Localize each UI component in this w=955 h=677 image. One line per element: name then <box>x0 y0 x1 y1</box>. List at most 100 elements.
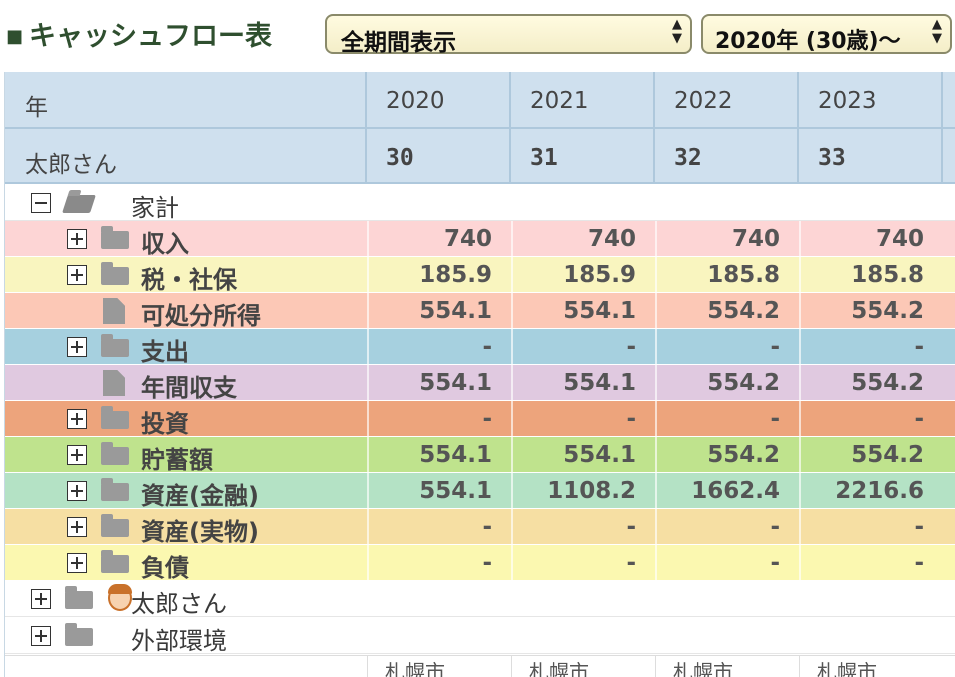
value-cell: 185.8 <box>799 257 943 292</box>
row-label-cell: 貯蓄額 <box>5 437 367 474</box>
row-label-cell: 支出 <box>5 329 367 366</box>
start-year-select-value: 2020年 (30歳)〜 <box>715 29 901 54</box>
tree-row-tax-social[interactable]: 税・社保 185.9 185.9 185.8 185.8 <box>5 257 955 294</box>
row-label-cell: 税・社保 <box>5 257 367 294</box>
document-icon <box>103 298 125 324</box>
row-label-cell: 可処分所得 <box>5 293 367 330</box>
folder-icon <box>101 478 129 501</box>
square-bullet-icon: ■ <box>6 26 24 47</box>
year-cell: 2022 <box>655 72 799 127</box>
value-cell: - <box>367 329 511 364</box>
row-label-cell: 負債 <box>5 545 367 582</box>
value-cell: 554.2 <box>799 293 943 328</box>
person-avatar-icon <box>108 584 132 611</box>
row-label: 家計 <box>131 194 179 222</box>
year-cell: 2020 <box>367 72 511 127</box>
value-cell: - <box>655 545 799 580</box>
row-label: 可処分所得 <box>141 302 261 330</box>
header: ■ キャッシュフロー表 全期間表示 ▲ ▼ 2020年 (30歳)〜 ▲ ▼ <box>0 0 955 64</box>
row-label: 貯蓄額 <box>141 446 213 474</box>
period-select[interactable]: 全期間表示 ▲ ▼ <box>325 14 692 56</box>
value-cell: 2216.6 <box>799 473 943 508</box>
expand-icon[interactable] <box>67 553 87 573</box>
footer-cell: 札幌市 <box>799 656 943 677</box>
page-title-text: キャッシュフロー表 <box>29 21 273 52</box>
value-cell: - <box>511 509 655 544</box>
footer-cell: 札幌市 <box>367 656 511 677</box>
value-cell: 554.2 <box>799 437 943 472</box>
expand-icon[interactable] <box>31 626 51 646</box>
folder-icon <box>65 586 93 609</box>
expand-icon[interactable] <box>67 409 87 429</box>
age-cell: 31 <box>511 129 655 182</box>
folder-icon <box>101 514 129 537</box>
tree-row-expenses[interactable]: 支出 - - - - <box>5 329 955 366</box>
value-cell: 740 <box>367 221 511 256</box>
footer-row: 札幌市 札幌市 札幌市 札幌市 <box>5 655 955 677</box>
folder-icon <box>101 550 129 573</box>
expand-icon[interactable] <box>67 265 87 285</box>
tree-row-liabilities[interactable]: 負債 - - - - <box>5 545 955 582</box>
cashflow-table: 年 2020 2021 2022 2023 太郎さん 30 31 32 33 家… <box>4 72 955 677</box>
start-year-select[interactable]: 2020年 (30歳)〜 ▲ ▼ <box>701 14 952 54</box>
value-cell: - <box>511 401 655 436</box>
value-cell: - <box>367 509 511 544</box>
value-cell: - <box>655 329 799 364</box>
age-cell: 32 <box>655 129 799 182</box>
value-cell: 554.1 <box>367 473 511 508</box>
age-header-row: 太郎さん 30 31 32 33 <box>5 129 955 184</box>
row-label: 投資 <box>141 410 189 438</box>
value-cell: 554.2 <box>799 365 943 400</box>
expand-icon[interactable] <box>67 517 87 537</box>
value-cell: 1662.4 <box>655 473 799 508</box>
value-cell: - <box>799 545 943 580</box>
tree-row-savings[interactable]: 貯蓄額 554.1 554.1 554.2 554.2 <box>5 437 955 474</box>
folder-open-icon <box>62 195 96 213</box>
folder-icon <box>65 623 93 646</box>
value-cell: 185.9 <box>367 257 511 292</box>
tree-row-disposable-income[interactable]: 可処分所得 554.1 554.1 554.2 554.2 <box>5 293 955 330</box>
collapse-icon[interactable] <box>31 193 51 213</box>
value-cell: 1108.2 <box>511 473 655 508</box>
year-header-label: 年 <box>5 72 367 127</box>
row-label: 資産(実物) <box>141 518 259 546</box>
select-arrows-icon: ▲ ▼ <box>672 17 682 46</box>
value-cell: 554.2 <box>655 293 799 328</box>
expand-icon[interactable] <box>67 481 87 501</box>
value-cell: 554.1 <box>367 293 511 328</box>
row-label: 外部環境 <box>131 627 227 655</box>
row-label-cell: 資産(金融) <box>5 473 367 510</box>
value-cell: 554.2 <box>655 365 799 400</box>
tree-row-household[interactable]: 家計 <box>5 185 955 222</box>
document-icon <box>103 370 125 396</box>
tree-row-income[interactable]: 収入 740 740 740 740 <box>5 221 955 258</box>
value-cell: - <box>367 401 511 436</box>
folder-icon <box>101 334 129 357</box>
row-label-cell: 収入 <box>5 221 367 258</box>
expand-icon[interactable] <box>67 337 87 357</box>
value-cell: 554.1 <box>511 365 655 400</box>
value-cell: - <box>799 509 943 544</box>
tree-row-taro[interactable]: 太郎さん <box>5 581 955 618</box>
select-arrows-icon: ▲ ▼ <box>932 17 942 46</box>
row-label: 支出 <box>141 338 189 366</box>
expand-icon[interactable] <box>67 229 87 249</box>
tree-row-financial-assets[interactable]: 資産(金融) 554.1 1108.2 1662.4 2216.6 <box>5 473 955 510</box>
tree-row-real-assets[interactable]: 資産(実物) - - - - <box>5 509 955 546</box>
value-cell: - <box>655 509 799 544</box>
year-header-row: 年 2020 2021 2022 2023 <box>5 72 955 129</box>
value-cell: 740 <box>511 221 655 256</box>
value-cell: - <box>655 401 799 436</box>
row-label: 税・社保 <box>141 266 237 294</box>
value-cell: - <box>367 545 511 580</box>
value-cell: - <box>799 329 943 364</box>
folder-icon <box>101 406 129 429</box>
value-cell: 185.9 <box>511 257 655 292</box>
tree-row-investment[interactable]: 投資 - - - - <box>5 401 955 438</box>
value-cell: - <box>799 401 943 436</box>
expand-icon[interactable] <box>67 445 87 465</box>
row-label-cell: 年間収支 <box>5 365 367 402</box>
tree-row-annual-balance[interactable]: 年間収支 554.1 554.1 554.2 554.2 <box>5 365 955 402</box>
expand-icon[interactable] <box>31 589 51 609</box>
tree-row-environment[interactable]: 外部環境 <box>5 618 955 655</box>
